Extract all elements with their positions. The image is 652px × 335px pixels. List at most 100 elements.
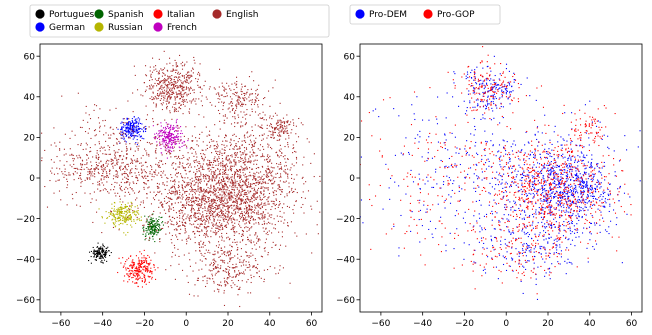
data-point: [212, 259, 214, 261]
data-point: [243, 99, 245, 101]
data-point: [245, 219, 247, 222]
data-point: [169, 77, 171, 79]
data-point: [120, 185, 122, 188]
data-point: [221, 191, 223, 193]
data-point: [122, 126, 124, 128]
data-point: [214, 216, 216, 218]
data-point: [234, 231, 236, 233]
data-point: [250, 162, 252, 164]
data-point: [197, 277, 199, 279]
data-point: [238, 191, 240, 193]
data-point: [198, 86, 200, 88]
data-point: [160, 85, 162, 87]
data-point: [197, 73, 199, 75]
data-point: [236, 285, 238, 287]
data-point: [241, 105, 243, 107]
data-point: [160, 95, 163, 97]
data-point: [127, 181, 129, 183]
data-point: [208, 200, 210, 202]
data-point: [184, 221, 187, 223]
data-point: [195, 153, 197, 155]
data-point: [313, 153, 315, 155]
data-point: [152, 238, 154, 240]
data-point: [166, 99, 168, 101]
data-point: [286, 129, 288, 132]
data-point: [267, 269, 269, 271]
data-point: [128, 211, 130, 213]
data-point: [222, 207, 224, 209]
data-point: [90, 255, 92, 258]
data-point: [127, 281, 129, 283]
data-point: [227, 219, 229, 221]
data-point: [225, 203, 227, 205]
data-point: [268, 230, 270, 232]
data-point: [215, 196, 217, 198]
data-point: [191, 198, 193, 200]
data-point: [269, 117, 271, 119]
data-point: [267, 157, 270, 159]
data-point: [170, 133, 172, 135]
data-point: [200, 205, 202, 207]
data-point: [132, 259, 134, 261]
data-point: [204, 206, 206, 208]
data-point: [151, 214, 153, 216]
data-point: [234, 163, 236, 165]
data-point: [178, 263, 180, 265]
data-point: [161, 69, 163, 71]
data-point: [178, 155, 180, 157]
data-point: [263, 174, 265, 176]
data-point: [260, 191, 262, 193]
data-point: [227, 250, 229, 252]
data-point: [204, 252, 206, 255]
data-point: [126, 219, 128, 221]
data-point: [290, 221, 292, 223]
data-point: [279, 131, 281, 133]
data-point: [86, 178, 89, 180]
data-point: [245, 176, 247, 178]
data-point: [236, 107, 238, 109]
data-point: [143, 273, 145, 275]
data-point: [281, 125, 283, 127]
data-point: [193, 56, 195, 58]
data-point: [268, 172, 270, 174]
data-point: [202, 199, 204, 201]
data-point: [181, 239, 183, 241]
data-point: [126, 123, 128, 125]
data-point: [251, 248, 253, 250]
data-point: [279, 124, 281, 126]
data-point: [179, 193, 181, 196]
data-point: [230, 138, 232, 140]
data-point: [41, 160, 43, 162]
data-point: [205, 216, 207, 218]
data-point: [99, 248, 101, 250]
data-point: [118, 220, 120, 222]
data-point: [151, 236, 154, 238]
data-point: [213, 280, 215, 283]
data-point: [167, 137, 169, 139]
data-point: [98, 183, 100, 185]
data-point: [218, 198, 220, 200]
data-point: [231, 245, 233, 247]
data-point: [177, 140, 179, 142]
data-point: [126, 122, 128, 124]
data-point: [190, 210, 192, 212]
data-point: [154, 95, 156, 98]
data-point: [132, 120, 134, 122]
data-point: [162, 87, 164, 89]
data-point: [240, 208, 242, 210]
data-point: [171, 134, 173, 136]
data-point: [119, 217, 121, 219]
data-point: [126, 273, 128, 275]
data-point: [53, 192, 55, 194]
data-point: [135, 182, 138, 185]
data-point: [249, 160, 251, 162]
data-point: [168, 76, 170, 78]
data-point: [168, 136, 170, 138]
data-point: [270, 200, 272, 202]
data-point: [310, 205, 312, 207]
data-point: [305, 233, 307, 235]
data-point: [223, 144, 225, 146]
data-point: [163, 140, 165, 142]
data-point: [205, 178, 207, 180]
data-point: [129, 210, 131, 212]
